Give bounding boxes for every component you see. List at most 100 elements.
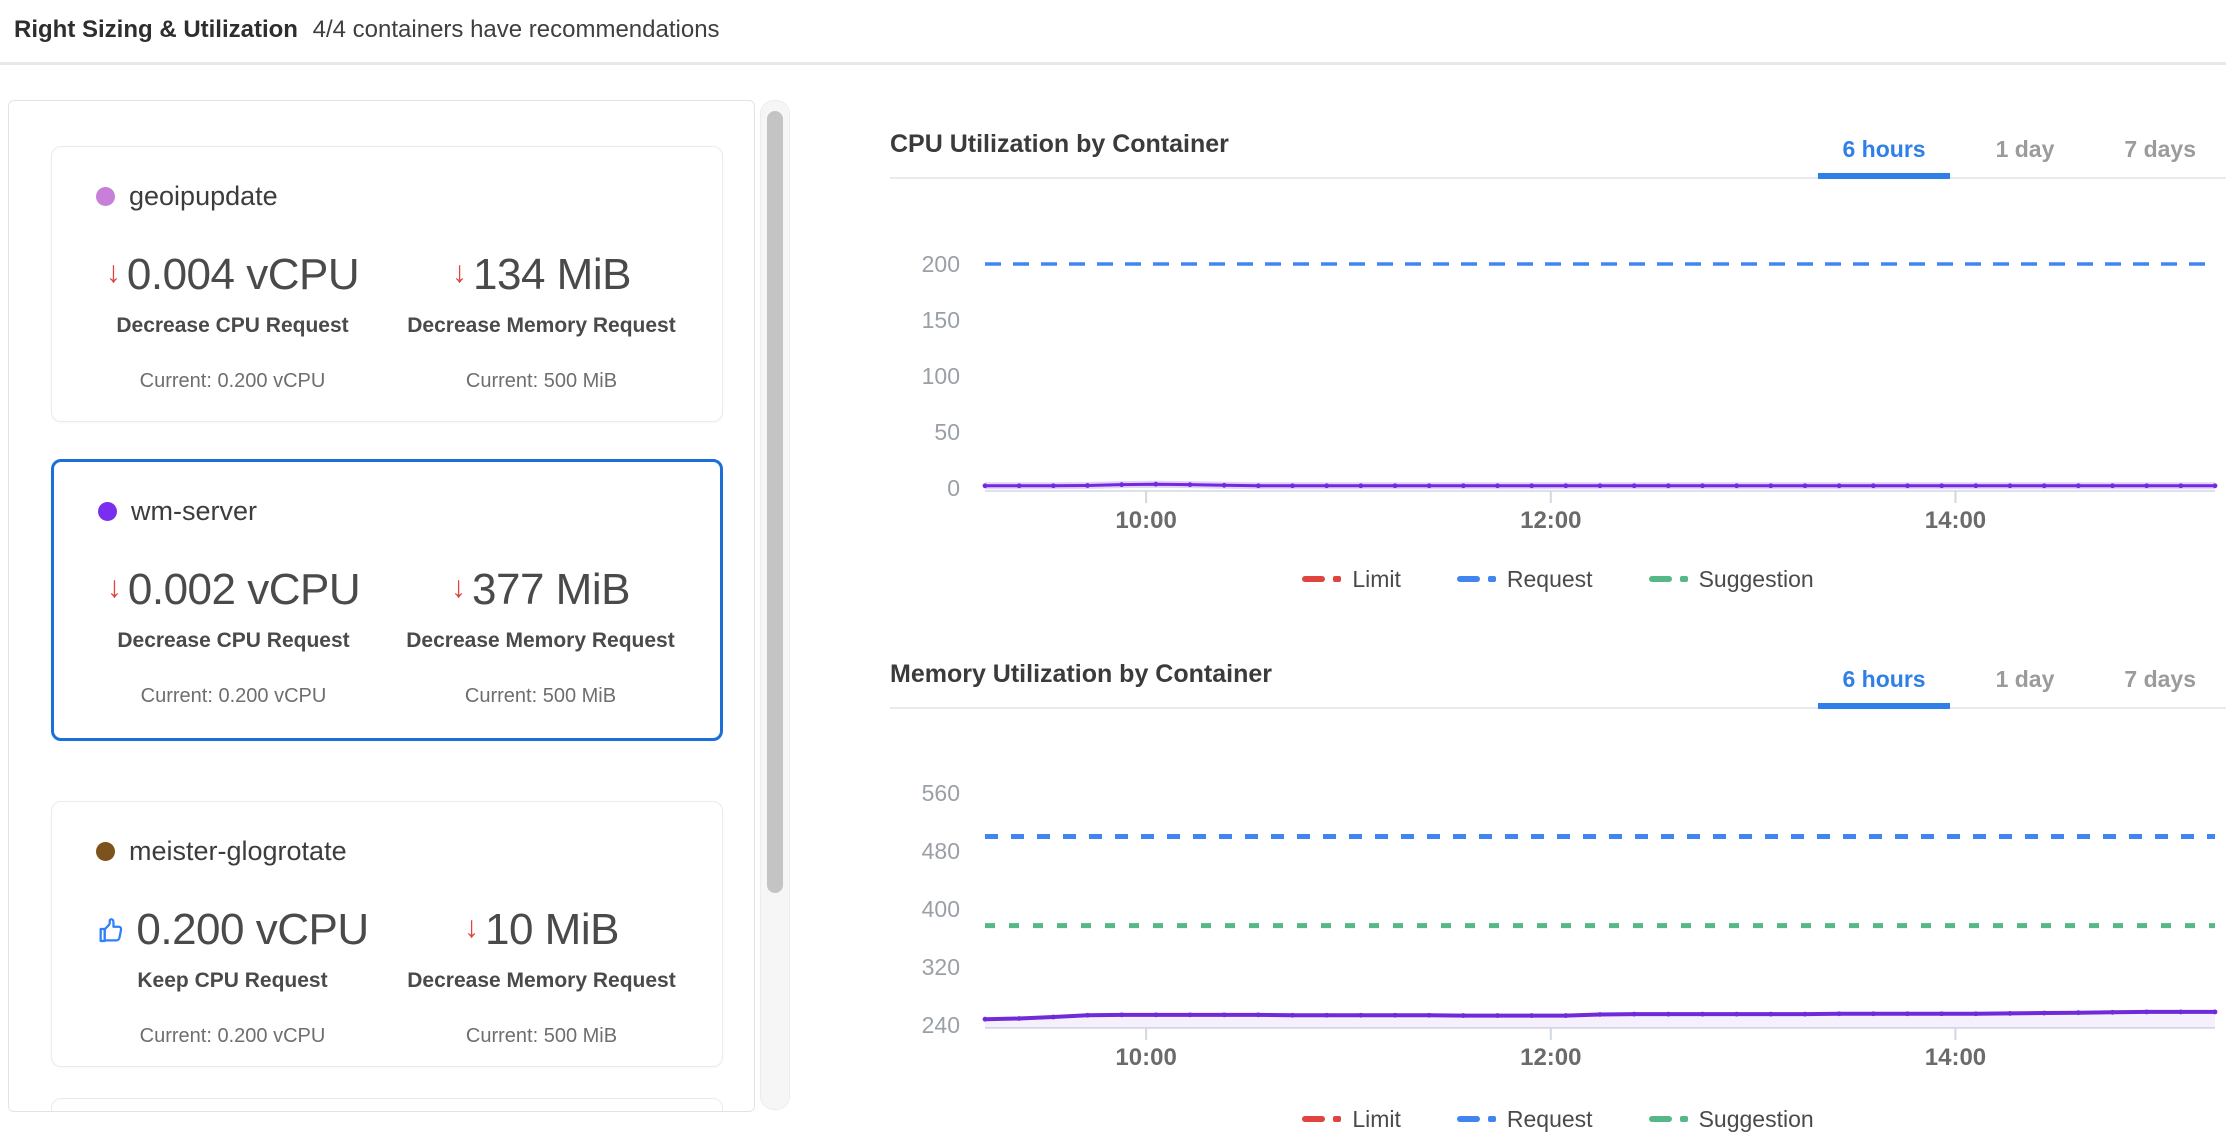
- cpu-current-value: Current: 0.200 vCPU: [140, 685, 327, 707]
- cpu-recommended-value: 0.004 vCPU: [126, 250, 360, 299]
- container-list-panel: geoipupdate ↓ 0.004 vCPU Decrease CPU Re…: [8, 100, 755, 1112]
- svg-text:50: 50: [934, 419, 960, 445]
- container-color-dot: [96, 187, 115, 206]
- container-card-wm-server[interactable]: wm-server ↓ 0.002 vCPU Decrease CPU Requ…: [51, 459, 723, 741]
- legend-item-limit[interactable]: Limit: [1302, 1106, 1401, 1133]
- cpu-recommendation-label: Keep CPU Request: [137, 969, 328, 992]
- legend-label: Request: [1506, 1105, 1593, 1132]
- memory-time-range-tabs: 6 hours 1 day 7 days: [1796, 666, 2220, 709]
- legend-dash-icon: [1302, 1116, 1326, 1122]
- cpu-chart-legend: Limit Request Suggestion: [890, 564, 2226, 594]
- memory-current-value: Current: 500 MiB: [464, 685, 617, 707]
- memory-chart-title: Memory Utilization by Container: [890, 660, 1272, 688]
- page-title: Right Sizing & Utilization 4/4 container…: [14, 16, 720, 44]
- svg-text:100: 100: [922, 363, 960, 389]
- svg-text:12:00: 12:00: [1520, 507, 1581, 534]
- container-name: wm-server: [131, 496, 257, 526]
- legend-dash-icon: [1333, 576, 1342, 582]
- legend-dash-icon: [1679, 1116, 1688, 1122]
- legend-label: Suggestion: [1698, 565, 1814, 592]
- cpu-recommendation: ↓ 0.002 vCPU Decrease CPU Request Curren…: [80, 565, 387, 708]
- legend-label: Request: [1506, 565, 1593, 592]
- memory-recommendation-label: Decrease Memory Request: [407, 314, 676, 337]
- decrease-arrow-icon: ↓: [452, 256, 468, 289]
- legend-dash-icon: [1648, 1116, 1672, 1122]
- header-divider: [0, 62, 2226, 65]
- cpu-recommendation: ↓ 0.004 vCPU Decrease CPU Request Curren…: [78, 250, 387, 393]
- memory-recommendation: ↓ 134 MiB Decrease Memory Request Curren…: [387, 250, 696, 393]
- cpu-current-value: Current: 0.200 vCPU: [139, 370, 326, 392]
- decrease-arrow-icon: ↓: [464, 911, 480, 944]
- container-card-partial[interactable]: [51, 1098, 723, 1111]
- svg-text:560: 560: [922, 780, 960, 806]
- memory-recommendation-label: Decrease Memory Request: [407, 969, 676, 992]
- container-card-geoipupdate[interactable]: geoipupdate ↓ 0.004 vCPU Decrease CPU Re…: [51, 146, 723, 422]
- cpu-recommended-value: 0.200 vCPU: [136, 905, 369, 954]
- page-title-text: Right Sizing & Utilization: [14, 16, 298, 43]
- memory-chart-legend: Limit Request Suggestion: [890, 1104, 2226, 1134]
- cpu-current-value: Current: 0.200 vCPU: [139, 1025, 326, 1047]
- scrollbar-track[interactable]: [760, 100, 790, 1110]
- legend-item-suggestion[interactable]: Suggestion: [1648, 565, 1814, 593]
- legend-dash-icon: [1648, 576, 1672, 582]
- memory-recommendation-label: Decrease Memory Request: [406, 629, 675, 652]
- memory-recommended-value: 377 MiB: [472, 565, 630, 614]
- memory-recommendation: ↓ 377 MiB Decrease Memory Request Curren…: [387, 565, 694, 708]
- legend-dash-icon: [1456, 1116, 1480, 1122]
- legend-dash-icon: [1487, 576, 1496, 582]
- thumbs-up-icon: [96, 911, 130, 947]
- tab-6-hours[interactable]: 6 hours: [1818, 136, 1950, 179]
- svg-text:14:00: 14:00: [1925, 1044, 1986, 1071]
- tab-7-days[interactable]: 7 days: [2124, 136, 2196, 162]
- memory-recommended-value: 10 MiB: [485, 905, 619, 954]
- svg-text:0: 0: [947, 475, 960, 501]
- legend-item-limit[interactable]: Limit: [1302, 566, 1401, 593]
- legend-dash-icon: [1333, 1116, 1342, 1122]
- memory-current-value: Current: 500 MiB: [465, 370, 618, 392]
- container-color-dot: [98, 502, 117, 521]
- cpu-utilization-block: CPU Utilization by Container 6 hours 1 d…: [890, 122, 2226, 594]
- decrease-arrow-icon: ↓: [451, 571, 467, 604]
- memory-utilization-block: Memory Utilization by Container 6 hours …: [890, 652, 2226, 1134]
- memory-current-value: Current: 500 MiB: [465, 1025, 618, 1047]
- page-subtitle: 4/4 containers have recommendations: [312, 16, 720, 43]
- svg-text:400: 400: [922, 896, 960, 922]
- container-color-dot: [96, 842, 115, 861]
- svg-text:12:00: 12:00: [1520, 1044, 1581, 1071]
- cpu-recommendation-label: Decrease CPU Request: [116, 314, 349, 337]
- svg-text:10:00: 10:00: [1115, 1044, 1176, 1071]
- memory-utilization-chart: 240 320 400 480 560 10:00 12:00 14:00: [922, 780, 2218, 1071]
- svg-text:320: 320: [922, 954, 960, 980]
- tab-1-day[interactable]: 1 day: [1995, 666, 2055, 692]
- svg-text:200: 200: [922, 251, 960, 277]
- svg-text:240: 240: [922, 1012, 960, 1038]
- container-card-meister-glogrotate[interactable]: meister-glogrotate 0.200 vCPU Keep CPU R…: [51, 801, 723, 1067]
- tab-1-day[interactable]: 1 day: [1995, 136, 2055, 162]
- tab-7-days[interactable]: 7 days: [2124, 666, 2196, 692]
- svg-text:14:00: 14:00: [1925, 507, 1986, 534]
- legend-label: Limit: [1352, 565, 1401, 592]
- container-name: geoipupdate: [129, 181, 278, 211]
- tab-6-hours[interactable]: 6 hours: [1818, 666, 1950, 709]
- legend-item-request[interactable]: Request: [1456, 1105, 1593, 1133]
- legend-dash-icon: [1487, 1116, 1496, 1122]
- legend-dash-icon: [1302, 576, 1326, 582]
- cpu-utilization-chart: 0 50 100 150 200 10:00 12:00 14:00: [922, 251, 2218, 534]
- decrease-arrow-icon: ↓: [106, 571, 122, 604]
- cpu-recommendation: 0.200 vCPU Keep CPU Request Current: 0.2…: [78, 905, 387, 1048]
- legend-item-suggestion[interactable]: Suggestion: [1648, 1106, 1814, 1133]
- svg-text:150: 150: [922, 307, 960, 333]
- legend-item-request[interactable]: Request: [1456, 565, 1593, 593]
- decrease-arrow-icon: ↓: [105, 256, 121, 289]
- charts-section: CPU Utilization by Container 6 hours 1 d…: [890, 100, 2226, 1144]
- container-name: meister-glogrotate: [129, 836, 347, 866]
- memory-recommendation: ↓ 10 MiB Decrease Memory Request Current…: [387, 905, 696, 1048]
- cpu-recommendation-label: Decrease CPU Request: [117, 629, 350, 652]
- legend-dash-icon: [1679, 576, 1688, 582]
- scrollbar-thumb[interactable]: [767, 111, 783, 893]
- legend-label: Limit: [1352, 1105, 1401, 1132]
- svg-text:10:00: 10:00: [1115, 507, 1176, 534]
- svg-text:480: 480: [922, 838, 960, 864]
- cpu-recommended-value: 0.002 vCPU: [127, 565, 361, 614]
